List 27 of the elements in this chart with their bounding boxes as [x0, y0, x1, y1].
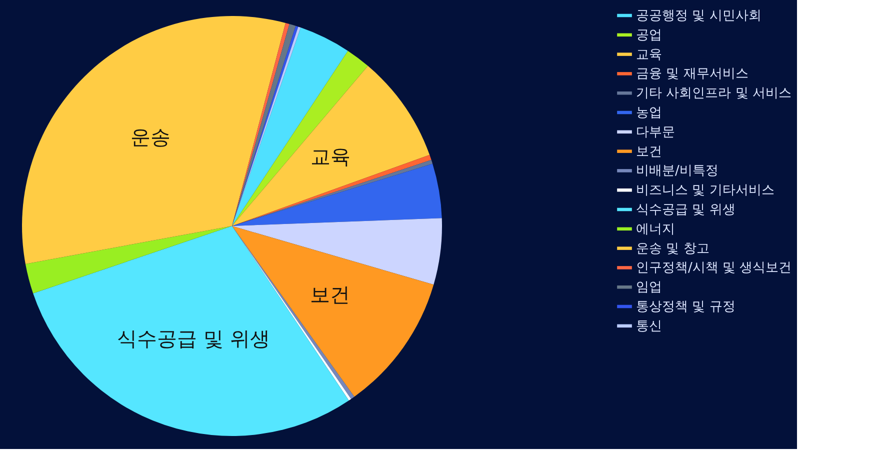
- legend-label: 보건: [636, 144, 662, 160]
- text: 운송: [130, 124, 170, 149]
- slice-label: 식수공급 및 위생: [117, 326, 270, 351]
- legend-label: 식수공급 및 위생: [636, 202, 736, 218]
- legend-label: 인구정책/시책 및 생식보건: [636, 260, 792, 276]
- legend-label: 비배분/비특정: [636, 164, 718, 179]
- pie-slice: [232, 28, 348, 226]
- legend-label: 에너지: [636, 222, 675, 237]
- legend-label: 운송 및 창고: [636, 241, 710, 256]
- legend-label: 비즈니스 및 기타서비스: [636, 183, 774, 198]
- pie-slice: [232, 50, 368, 226]
- legend-label: 기타 사회인프라 및 서비스: [636, 86, 792, 102]
- legend-label: 임업: [636, 280, 662, 296]
- pie-slice: [33, 226, 349, 436]
- legend-label: 통신: [636, 318, 662, 334]
- pie-slice: [25, 226, 232, 294]
- slice-label: 보건: [310, 282, 350, 306]
- legend-label: 농업: [636, 106, 662, 120]
- legend-label: 공공행정 및 시민사회: [636, 8, 762, 24]
- legend-label: 공업: [636, 28, 662, 43]
- legend-label: 교육: [636, 47, 662, 62]
- legend-label: 다부문: [636, 124, 675, 140]
- legend-label: 통상정책 및 규정: [636, 300, 736, 314]
- pie-slice: [232, 226, 434, 397]
- pie-slice: [232, 218, 442, 285]
- slice-label: 교육: [310, 144, 351, 169]
- legend-label: 금융 및 재무서비스: [636, 66, 748, 82]
